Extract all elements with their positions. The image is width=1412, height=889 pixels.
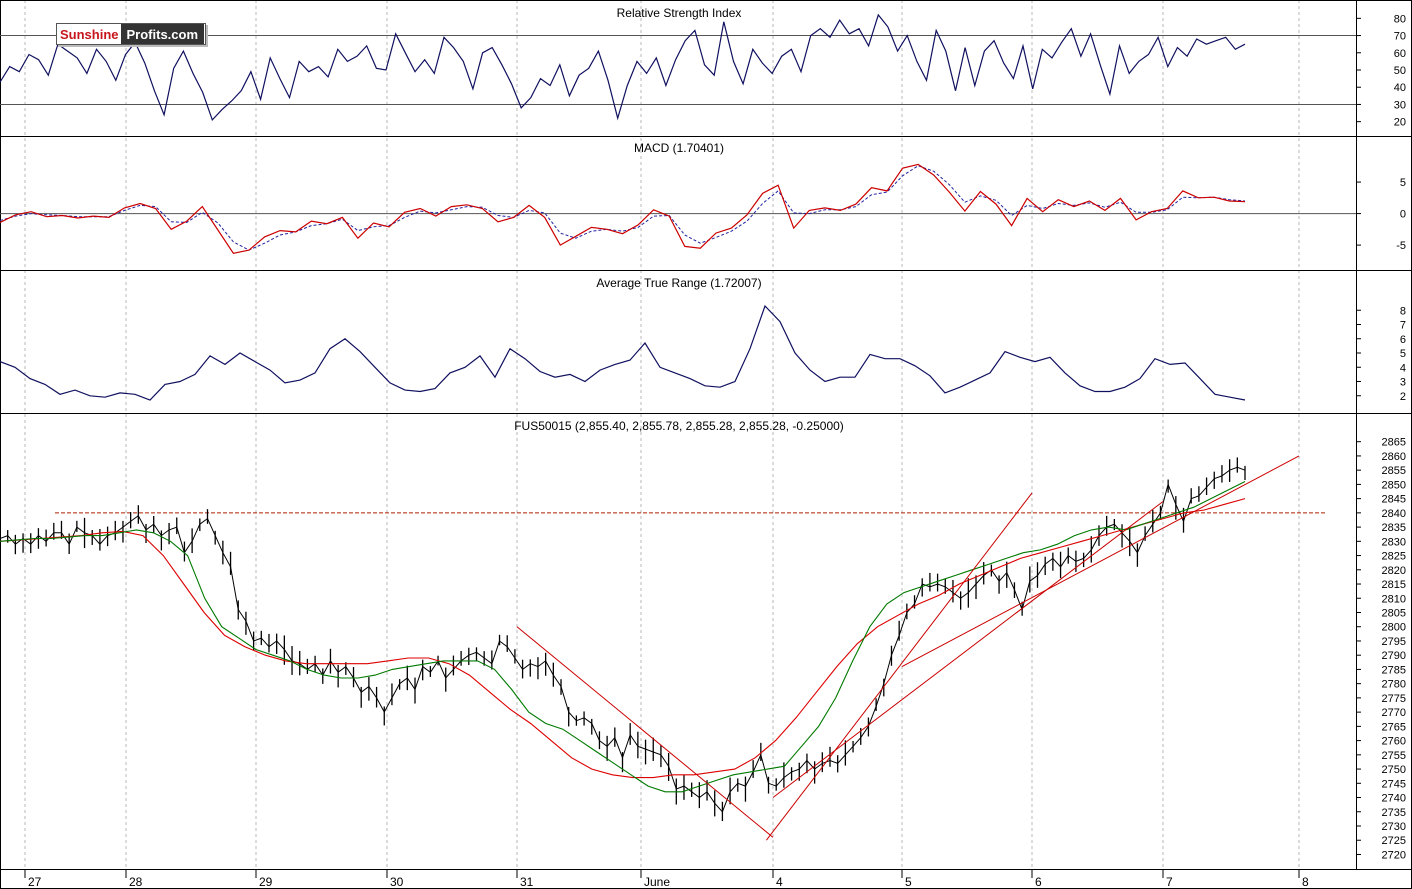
y-tick-label: 2750 — [1382, 764, 1406, 776]
y-tick-label: 2830 — [1382, 536, 1406, 548]
y-tick-label: 2840 — [1382, 508, 1406, 520]
y-tick-label: 5 — [1400, 348, 1406, 360]
y-tick-label: 70 — [1394, 31, 1406, 43]
y-tick-label: 2720 — [1382, 849, 1406, 861]
y-tick-label: 2820 — [1382, 565, 1406, 577]
rsi-panel — [0, 13, 1356, 122]
y-tick-label: 6 — [1400, 334, 1406, 346]
macd-line — [0, 163, 1246, 254]
atr-line — [0, 304, 1246, 401]
x-tick-label: 7 — [1166, 875, 1173, 889]
x-tick-label: 27 — [28, 875, 42, 889]
y-tick-label: 4 — [1400, 362, 1406, 374]
x-tick-label: 30 — [390, 875, 404, 889]
y-tick-label: 2730 — [1382, 821, 1406, 833]
price-bars — [0, 457, 1246, 822]
trendline — [772, 501, 1164, 798]
atr-panel-title: Average True Range (1.72007) — [596, 276, 761, 290]
price-panel — [0, 455, 1326, 841]
y-tick-label: 2760 — [1382, 736, 1406, 748]
price-line — [0, 466, 1246, 813]
y-tick-label: 2765 — [1382, 721, 1406, 733]
x-tick-label: 8 — [1302, 875, 1309, 889]
y-tick-label: 2745 — [1382, 778, 1406, 790]
x-tick-label: 29 — [259, 875, 273, 889]
y-tick-label: 3 — [1400, 377, 1406, 389]
logo-part-2: Profits.com — [120, 24, 205, 44]
long-moving-average — [0, 498, 1246, 779]
y-tick-label: 7 — [1400, 320, 1406, 332]
x-tick-label: 5 — [905, 875, 912, 889]
y-tick-label: 2785 — [1382, 664, 1406, 676]
macd-panel-title: MACD (1.70401) — [634, 141, 724, 155]
y-tick-label: 2825 — [1382, 551, 1406, 563]
short-moving-average — [0, 481, 1246, 793]
y-tick-label: 60 — [1394, 48, 1406, 60]
y-tick-label: 2 — [1400, 391, 1406, 403]
macd-signal-line — [0, 165, 1246, 251]
trendline — [901, 455, 1300, 668]
y-tick-label: -5 — [1396, 240, 1406, 252]
sunshine-profits-logo: Sunshine Profits.com — [56, 23, 206, 45]
y-tick-label: 8 — [1400, 305, 1406, 317]
y-tick-label: 40 — [1394, 82, 1406, 94]
rsi-panel-title: Relative Strength Index — [617, 6, 742, 20]
y-tick-label: 30 — [1394, 99, 1406, 111]
y-tick-label: 2735 — [1382, 807, 1406, 819]
y-tick-label: 2855 — [1382, 465, 1406, 477]
y-tick-label: 2790 — [1382, 650, 1406, 662]
y-tick-label: 2810 — [1382, 593, 1406, 605]
axes: 20304050607080-5052345678272027252730273… — [24, 13, 1406, 889]
trendline — [516, 626, 774, 838]
y-tick-label: 2725 — [1382, 835, 1406, 847]
x-tick-label: 31 — [520, 875, 534, 889]
y-tick-label: 2860 — [1382, 451, 1406, 463]
y-tick-label: 2805 — [1382, 607, 1406, 619]
grid-lines — [24, 0, 1300, 869]
x-tick-label: 6 — [1035, 875, 1042, 889]
price-panel-title: FUS50015 (2,855.40, 2,855.78, 2,855.28, … — [514, 419, 844, 433]
x-tick-label: June — [644, 875, 670, 889]
y-tick-label: 2865 — [1382, 437, 1406, 449]
y-tick-label: 2800 — [1382, 622, 1406, 634]
y-tick-label: 2740 — [1382, 793, 1406, 805]
rsi-line — [0, 13, 1246, 122]
y-tick-label: 2835 — [1382, 522, 1406, 534]
y-tick-label: 2795 — [1382, 636, 1406, 648]
y-tick-label: 80 — [1394, 13, 1406, 25]
y-tick-label: 2780 — [1382, 679, 1406, 691]
y-tick-label: 50 — [1394, 65, 1406, 77]
y-tick-label: 2815 — [1382, 579, 1406, 591]
x-tick-label: 28 — [129, 875, 143, 889]
y-tick-label: 20 — [1394, 117, 1406, 129]
y-tick-label: 2850 — [1382, 479, 1406, 491]
y-tick-label: 2845 — [1382, 494, 1406, 506]
y-tick-label: 2755 — [1382, 750, 1406, 762]
atr-panel — [0, 304, 1246, 401]
logo-part-1: Sunshine — [57, 26, 121, 42]
macd-panel — [0, 163, 1356, 254]
y-tick-label: 2775 — [1382, 693, 1406, 705]
y-tick-label: 2770 — [1382, 707, 1406, 719]
y-tick-label: 5 — [1400, 177, 1406, 189]
trendline — [766, 492, 1033, 841]
x-tick-label: 4 — [776, 875, 783, 889]
y-tick-label: 0 — [1400, 209, 1406, 221]
